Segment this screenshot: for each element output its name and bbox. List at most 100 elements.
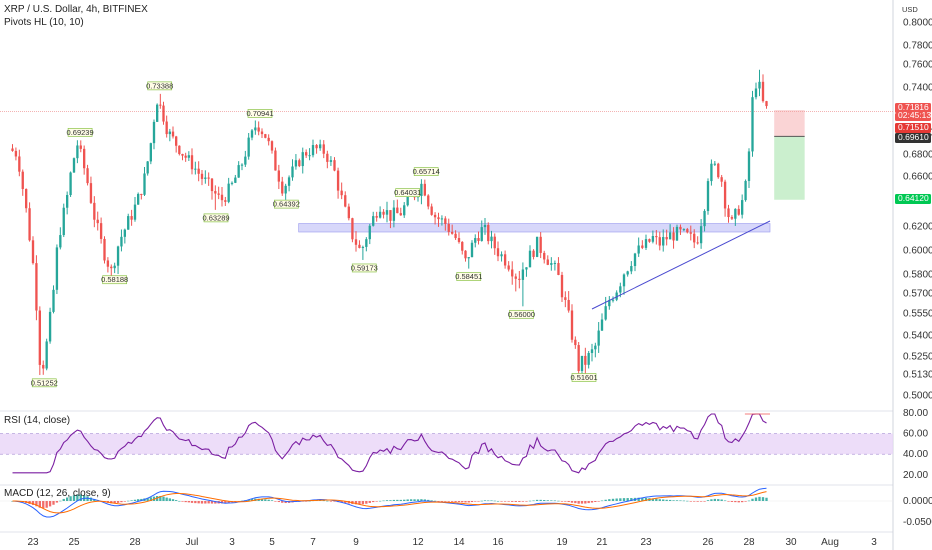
macd-histogram-bar (713, 498, 716, 501)
indicator-title[interactable]: Pivots HL (10, 10) (4, 17, 84, 28)
candle-countdown-text: 02:45:13 (898, 110, 931, 120)
candle-body (110, 266, 113, 269)
macd-histogram-bar (590, 501, 594, 503)
candle-body (340, 190, 343, 196)
candle-body (240, 164, 244, 166)
macd-histogram-bar (451, 501, 454, 502)
candle-body (181, 154, 184, 156)
candle-body (308, 155, 311, 157)
candle-body (291, 166, 294, 178)
macd-histogram-bar (557, 500, 560, 502)
candle-body (267, 137, 270, 142)
time-tick-label: Jul (186, 537, 199, 548)
candle-body (194, 168, 197, 170)
candle-body (682, 229, 686, 231)
candle-body (480, 227, 483, 241)
macd-histogram-bar (344, 501, 347, 504)
candle-body (244, 156, 247, 165)
time-axis[interactable]: 23 25 28 Jul 3 5 7 9 12 14 16 19 21 23 26 28 30 Aug 3 (27, 537, 877, 548)
candle-body (130, 216, 133, 220)
candle-body (358, 244, 361, 248)
macd-histogram-bar (260, 498, 264, 501)
macd-histogram-bar (308, 500, 311, 502)
candle-body (284, 185, 287, 194)
macd-histogram-bar (480, 500, 483, 502)
pivot-label-box (351, 263, 377, 273)
candle-body (45, 341, 48, 369)
macd-histogram-bar (274, 501, 277, 502)
macd-histogram-bar (699, 501, 703, 502)
candle-body (69, 172, 72, 196)
macd-histogram-bar (123, 501, 126, 502)
candle-body (651, 236, 655, 242)
candle-body (319, 144, 322, 149)
candlestick-series (11, 69, 768, 382)
macd-histogram-bar (611, 498, 615, 501)
candle-body (427, 195, 430, 207)
candle-body (294, 160, 298, 167)
macd-histogram-bar (447, 501, 450, 502)
candle-body (587, 353, 590, 365)
macd-histogram-bar (130, 500, 133, 501)
macd-histogram-bar (539, 499, 542, 501)
symbol-title[interactable]: XRP / U.S. Dollar, 4h, BITFINEX (4, 4, 148, 15)
pivot-label: 0.65714 (413, 167, 440, 176)
candle-body (451, 231, 454, 234)
time-tick-label: Aug (821, 537, 839, 548)
time-tick-label: 23 (27, 537, 39, 548)
macd-histogram-bar (457, 501, 461, 503)
macd-histogram-bar (532, 500, 535, 502)
currency-label: USD (902, 5, 918, 14)
current-price-tag: 0.71816 (895, 102, 931, 113)
candle-body (257, 127, 260, 132)
candle-body (723, 181, 727, 209)
candle-body (35, 263, 38, 311)
candle-body (86, 168, 89, 184)
candle-body (675, 226, 679, 241)
macd-title[interactable]: MACD (12, 26, close, 9) (4, 488, 111, 499)
candle-body (48, 311, 52, 342)
candle-body (403, 205, 406, 216)
rsi-title[interactable]: RSI (14, close) (4, 415, 70, 426)
rsi-tick-label: 20.00 (903, 470, 928, 481)
candle-body (127, 216, 130, 230)
candle-body (190, 155, 194, 170)
candle-body (354, 239, 358, 245)
macd-histogram-bar (403, 499, 406, 501)
macd-histogram-bar (322, 500, 325, 502)
pivot-labels: 0.51252 0.69239 0.58188 0.73388 0.63289 0.709… (31, 81, 598, 387)
macd-histogram-bar (399, 499, 402, 501)
macd-histogram-bar (651, 498, 655, 501)
macd-histogram-bar (546, 500, 549, 501)
entry-price-tag: 0.69610 (895, 132, 931, 143)
candle-body (365, 239, 368, 247)
ascending-trendline[interactable] (591, 220, 771, 310)
candle-body (633, 253, 637, 267)
macd-histogram-bar (267, 499, 270, 501)
pivot-label-box (509, 309, 534, 319)
macd-tick-label: 0.00000 (903, 496, 932, 507)
macd-histogram-bar (440, 501, 444, 502)
candle-body (611, 299, 615, 301)
candle-body (247, 137, 250, 157)
time-tick-label: 28 (129, 537, 141, 548)
candle-body (375, 216, 378, 218)
macd-histogram-bar (382, 500, 385, 502)
macd-histogram-bar (514, 501, 517, 502)
time-tick-label: 19 (556, 537, 568, 548)
candle-body (344, 195, 347, 207)
target-price-tag-box (895, 194, 931, 204)
candle-body (444, 218, 447, 225)
candle-body (146, 161, 149, 174)
macd-histogram-bar (553, 500, 557, 502)
current-price-tag-text: 0.71816 (898, 102, 929, 112)
macd-histogram-bar (483, 500, 487, 501)
macd-histogram-bar (385, 500, 389, 501)
macd-histogram-bar (69, 496, 72, 501)
candle-body (580, 355, 584, 372)
candle-body (637, 245, 640, 254)
macd-histogram-bar (615, 498, 618, 501)
candle-body (553, 263, 557, 265)
